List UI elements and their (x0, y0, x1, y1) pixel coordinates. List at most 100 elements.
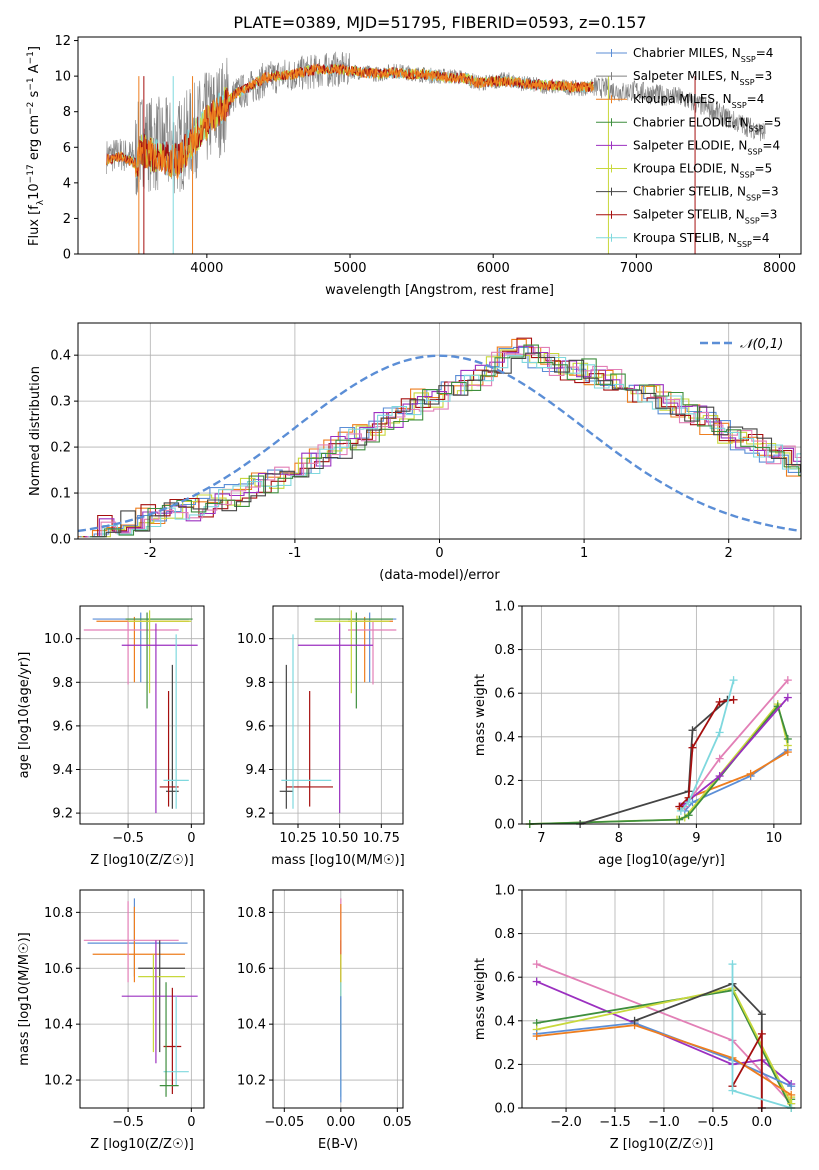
legend-value: =3 (760, 208, 778, 222)
y-axis-label-part: s (27, 90, 42, 101)
weight-line (684, 679, 789, 808)
x-tick-label: 0.05 (383, 1115, 412, 1130)
y-tick-label: 9.2 (52, 807, 73, 822)
y-axis-label-part: −1 (26, 77, 36, 90)
y-tick-label: 0.2 (494, 1058, 515, 1073)
x-tick-label: 0 (187, 831, 195, 846)
figure-title: PLATE=0389, MJD=51795, FIBERID=0593, z=0… (233, 13, 646, 32)
legend-label: Chabrier MILES, NSSP=4 (633, 46, 773, 64)
histogram-series (81, 349, 801, 538)
legend-value: =4 (752, 231, 770, 245)
y-tick-label: 0.4 (494, 730, 515, 745)
x-axis-label: Z [log10(Z/Z☉)] (90, 853, 194, 868)
axes-frame (77, 36, 802, 255)
normal-curve (78, 354, 801, 533)
x-tick-label: 8 (615, 831, 623, 846)
y-tick-label: 9.4 (52, 763, 73, 778)
spectrum-lines (106, 51, 766, 254)
y-tick-label: 9.6 (245, 719, 266, 734)
chart-mass-vs-Z: −0.5 0 10.2 10.4 10.6 10.8 Z [log10(Z/Z☉)] mass… (17, 889, 205, 1152)
chart-age-vs-mass: 10.25 10.50 10.75 9.2 9.4 9.6 9.8 10.0 mass [log… (237, 605, 405, 868)
y-tick-label: 10.6 (44, 962, 73, 977)
legend-label: Kroupa ELODIE, NSSP=5 (633, 162, 772, 180)
legend-sub: SSP (749, 124, 764, 133)
y-tick-label: 10.8 (237, 906, 266, 921)
y-axis-label: Flux [fλ10−17 erg cm−2 s−1 A−1] (26, 46, 46, 246)
legend-sub: SSP (746, 193, 761, 202)
y-axis-label-part: ] (27, 46, 42, 51)
chart-mass-vs-EBV: −0.05 0.00 0.05 10.2 10.4 10.6 10.8 E(B-V) (237, 889, 412, 1152)
y-tick-label: 0.0 (494, 1102, 515, 1117)
y-axis-label-part: 10 (27, 183, 42, 200)
y-tick-label: 0 (63, 248, 71, 263)
y-tick-label: 0.0 (494, 818, 515, 833)
x-tick-label: −1.5 (599, 1115, 631, 1130)
y-axis-label: mass weight (473, 674, 488, 756)
model-spectrum (106, 63, 594, 181)
x-axis-label: age [log10(age/yr)] (598, 853, 725, 868)
y-tick-label: 12 (54, 34, 71, 49)
axes-frame (521, 889, 802, 1109)
legend-sub: SSP (741, 55, 756, 64)
y-tick-label: 10.0 (237, 632, 266, 647)
legend-label: Salpeter ELODIE, NSSP=4 (633, 138, 780, 156)
chart-residuals: -2 -1 0 1 2 0.0 0.1 0.2 0.3 0.4 (data-model)/error… (28, 322, 802, 583)
y-tick-label: 9.8 (52, 676, 73, 691)
y-tick-label: 10.6 (237, 962, 266, 977)
weight-line (579, 699, 728, 825)
y-tick-label: 1.0 (494, 884, 515, 899)
histogram-series (79, 346, 801, 538)
legend-label: 𝒩(0,1) (740, 337, 783, 352)
legend-sub: SSP (737, 239, 752, 248)
y-tick-label: 10.0 (44, 632, 73, 647)
x-axis-label: Z [log10(Z/Z☉)] (610, 1137, 714, 1152)
histogram-series (78, 338, 801, 538)
y-tick-label: 1.0 (494, 600, 515, 615)
axes-frame (272, 889, 404, 1109)
y-axis-label-part: A (27, 64, 42, 77)
y-tick-label: 9.4 (245, 763, 266, 778)
x-tick-label: −0.5 (112, 1115, 144, 1130)
x-tick-label: −0.5 (112, 831, 144, 846)
x-tick-label: 10.75 (363, 831, 400, 846)
x-tick-label: 10.25 (279, 831, 316, 846)
y-tick-label: 10 (54, 70, 71, 85)
x-tick-label: 10 (766, 831, 783, 846)
y-tick-label: 0.8 (494, 927, 515, 942)
y-axis-label-part: −17 (26, 164, 36, 183)
legend-label: Chabrier STELIB, NSSP=3 (633, 185, 779, 203)
y-tick-label: 0.2 (494, 774, 515, 789)
x-tick-label: 8000 (763, 261, 796, 276)
legend-label: Salpeter MILES, NSSP=3 (633, 69, 772, 87)
legend-sub: SSP (747, 147, 762, 156)
histogram-series (86, 346, 801, 538)
x-axis-label: E(B-V) (318, 1137, 358, 1152)
x-tick-label: 6000 (477, 261, 510, 276)
y-tick-label: 9.8 (245, 676, 266, 691)
legend-sub: SSP (740, 170, 755, 179)
legend: Chabrier MILES, NSSP=4 Salpeter MILES, NS… (596, 46, 781, 248)
x-tick-label: 4000 (190, 261, 223, 276)
legend-label: Kroupa MILES, NSSP=4 (633, 92, 764, 110)
legend-sub: SSP (732, 101, 747, 110)
x-tick-label: −1.0 (648, 1115, 680, 1130)
y-tick-label: 10.4 (237, 1018, 266, 1033)
y-tick-label: 0.8 (494, 643, 515, 658)
histogram-series (90, 344, 801, 538)
chart-age-vs-Z: −0.5 0 9.2 9.4 9.6 9.8 10.0 Z [log10(Z/Z☉)] age … (17, 605, 205, 868)
legend-value: =4 (747, 92, 765, 106)
y-axis-label: Normed distribution (28, 366, 43, 496)
axes-frame (272, 605, 404, 825)
y-tick-label: 0.2 (50, 441, 71, 456)
axes-frame (79, 889, 205, 1109)
x-tick-label: 0.0 (751, 1115, 772, 1130)
x-axis-label: wavelength [Angstrom, rest frame] (325, 283, 554, 298)
x-tick-label: 7000 (620, 261, 653, 276)
axes-frame (79, 605, 205, 825)
x-tick-label: -2 (144, 546, 157, 561)
y-tick-label: 0.4 (494, 1014, 515, 1029)
x-tick-label: 9 (692, 831, 700, 846)
y-tick-label: 0.6 (494, 971, 515, 986)
y-tick-label: 8 (63, 105, 71, 120)
